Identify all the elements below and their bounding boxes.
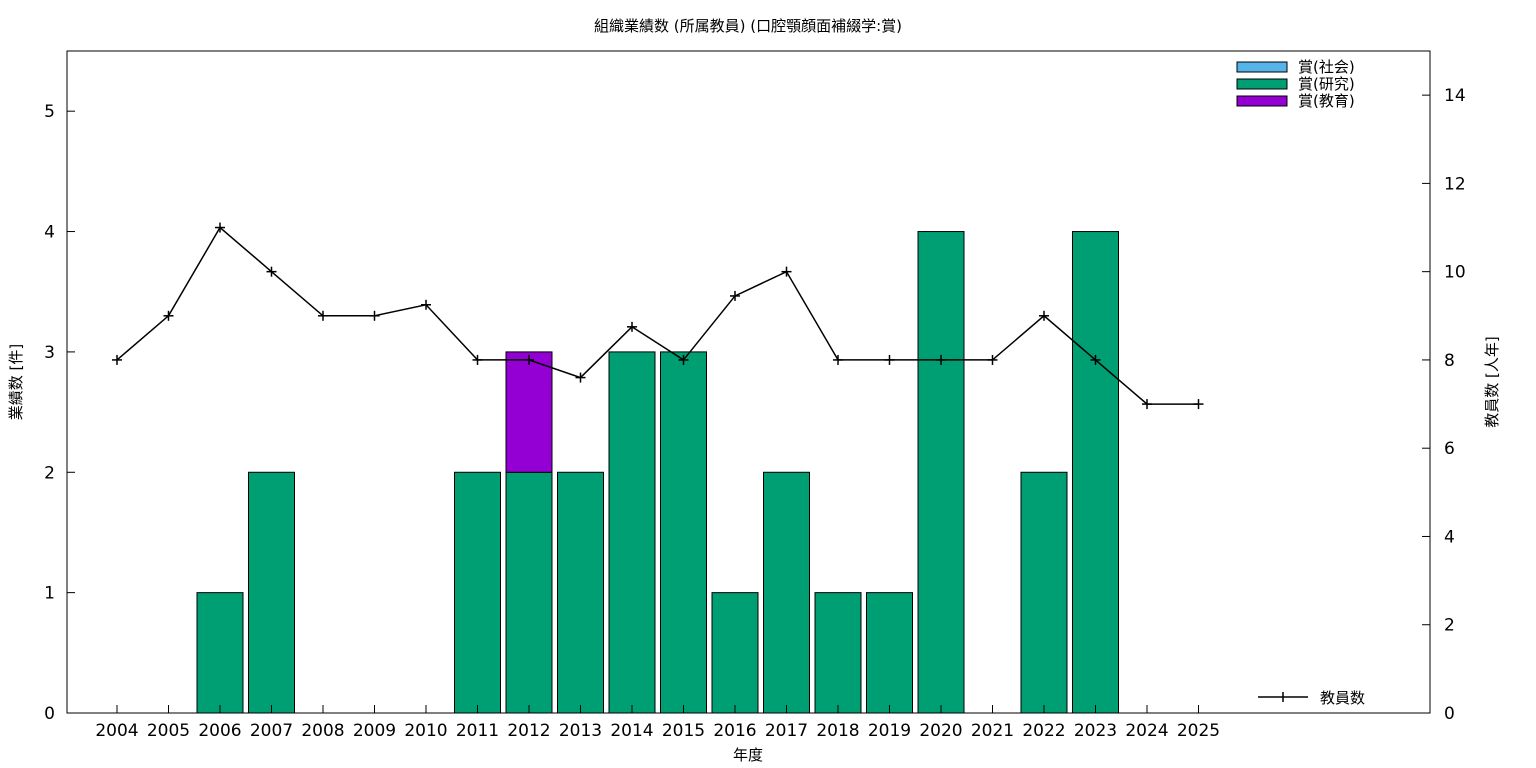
bar-2016-series-1 bbox=[711, 592, 759, 714]
bars-layer bbox=[196, 231, 1119, 714]
line-point-2019 bbox=[884, 354, 895, 365]
bar-2012-series-2 bbox=[505, 351, 553, 473]
bar-2022-series-1 bbox=[1020, 471, 1068, 714]
x-tick-label: 2011 bbox=[456, 721, 499, 741]
line-point-2009 bbox=[369, 310, 380, 321]
x-tick-label: 2025 bbox=[1177, 721, 1220, 741]
legend-swatch-0 bbox=[1236, 61, 1288, 73]
x-tick-label: 2013 bbox=[559, 721, 602, 741]
line-layer bbox=[112, 222, 1204, 410]
line-point-2011 bbox=[472, 354, 483, 365]
y2-tick-label: 10 bbox=[1444, 263, 1466, 283]
y-tick-label: 5 bbox=[44, 102, 55, 122]
x-tick-label: 2017 bbox=[765, 721, 808, 741]
line-point-2022 bbox=[1039, 310, 1049, 321]
legend-line-label: 教員数 bbox=[1320, 689, 1365, 707]
legend: 賞(社会)賞(研究)賞(教育) 教員数 bbox=[1236, 58, 1365, 707]
legend-label-1: 賞(研究) bbox=[1298, 75, 1355, 93]
line-point-2013 bbox=[575, 372, 586, 383]
line-point-2017 bbox=[781, 266, 792, 277]
line-point-2004 bbox=[112, 354, 122, 365]
legend-swatch-2 bbox=[1236, 95, 1288, 107]
bar-2017-series-1 bbox=[763, 471, 810, 714]
y2-tick-label: 0 bbox=[1444, 704, 1455, 724]
legend-swatch-1 bbox=[1236, 78, 1288, 90]
bar-2011-series-1 bbox=[454, 471, 501, 714]
y2-axis-label: 教員数 [人年] bbox=[1483, 336, 1501, 427]
line-point-2020 bbox=[936, 354, 946, 365]
legend-label-0: 賞(社会) bbox=[1298, 58, 1355, 76]
x-tick-label: 2006 bbox=[198, 721, 241, 741]
bar-2020-series-1 bbox=[917, 231, 965, 714]
line-point-2014 bbox=[627, 321, 637, 332]
y2-tick-label: 2 bbox=[1444, 616, 1455, 636]
line-point-2012 bbox=[524, 354, 534, 365]
y2-tick-label: 8 bbox=[1444, 351, 1455, 371]
line-point-2010 bbox=[421, 299, 431, 310]
y-tick-label: 4 bbox=[44, 223, 55, 243]
line-point-2021 bbox=[987, 354, 998, 365]
y2-tick-label: 6 bbox=[1444, 439, 1455, 459]
x-tick-label: 2015 bbox=[662, 721, 705, 741]
bar-2006-series-1 bbox=[196, 592, 244, 714]
x-tick-label: 2018 bbox=[816, 721, 859, 741]
plot-frame bbox=[66, 50, 1431, 714]
line-point-2015 bbox=[678, 354, 689, 365]
x-tick-label: 2007 bbox=[250, 721, 293, 741]
x-tick-label: 2004 bbox=[95, 721, 138, 741]
line-point-2008 bbox=[318, 310, 328, 321]
x-tick-label: 2022 bbox=[1022, 721, 1065, 741]
x-tick-label: 2010 bbox=[404, 721, 447, 741]
y-tick-label: 1 bbox=[44, 584, 55, 604]
bar-2015-series-1 bbox=[660, 351, 707, 714]
line-point-2024 bbox=[1142, 399, 1152, 410]
x-tick-label: 2012 bbox=[507, 721, 550, 741]
bar-2013-series-1 bbox=[557, 471, 604, 714]
line-point-2018 bbox=[833, 354, 843, 365]
x-axis-label: 年度 bbox=[733, 746, 763, 764]
line-point-2005 bbox=[163, 310, 174, 321]
line-point-2025 bbox=[1193, 399, 1204, 410]
line-point-2007 bbox=[266, 266, 277, 277]
bar-2023-series-1 bbox=[1072, 231, 1119, 714]
x-tick-label: 2024 bbox=[1125, 721, 1168, 741]
y2-tick-label: 4 bbox=[1444, 527, 1455, 547]
y-tick-label: 0 bbox=[44, 704, 55, 724]
x-tick-label: 2014 bbox=[610, 721, 653, 741]
line-point-2023 bbox=[1090, 354, 1101, 365]
bar-2018-series-1 bbox=[814, 592, 862, 714]
x-tick-label: 2020 bbox=[919, 721, 962, 741]
x-tick-label: 2023 bbox=[1074, 721, 1117, 741]
x-tick-label: 2005 bbox=[147, 721, 190, 741]
x-tick-label: 2016 bbox=[713, 721, 756, 741]
x-tick-label: 2019 bbox=[868, 721, 911, 741]
line-series-teachers bbox=[116, 226, 1199, 405]
line-point-2016 bbox=[730, 290, 740, 301]
y2-tick-label: 12 bbox=[1444, 174, 1466, 194]
y-axis-label: 業績数 [件] bbox=[7, 344, 25, 420]
legend-label-2: 賞(教育) bbox=[1298, 92, 1355, 110]
line-point-2006 bbox=[215, 222, 225, 233]
bar-2014-series-1 bbox=[608, 351, 656, 714]
bar-2007-series-1 bbox=[248, 471, 295, 714]
y2-tick-label: 14 bbox=[1444, 86, 1466, 106]
y-tick-label: 3 bbox=[44, 343, 55, 363]
x-tick-label: 2009 bbox=[353, 721, 396, 741]
x-tick-label: 2008 bbox=[301, 721, 344, 741]
bar-2012-series-1 bbox=[505, 471, 553, 714]
x-tick-label: 2021 bbox=[971, 721, 1014, 741]
bar-2019-series-1 bbox=[866, 592, 913, 714]
y-tick-label: 2 bbox=[44, 463, 55, 483]
chart-title: 組織業績数 (所属教員) (口腔顎顔面補綴学:賞) bbox=[594, 17, 902, 35]
